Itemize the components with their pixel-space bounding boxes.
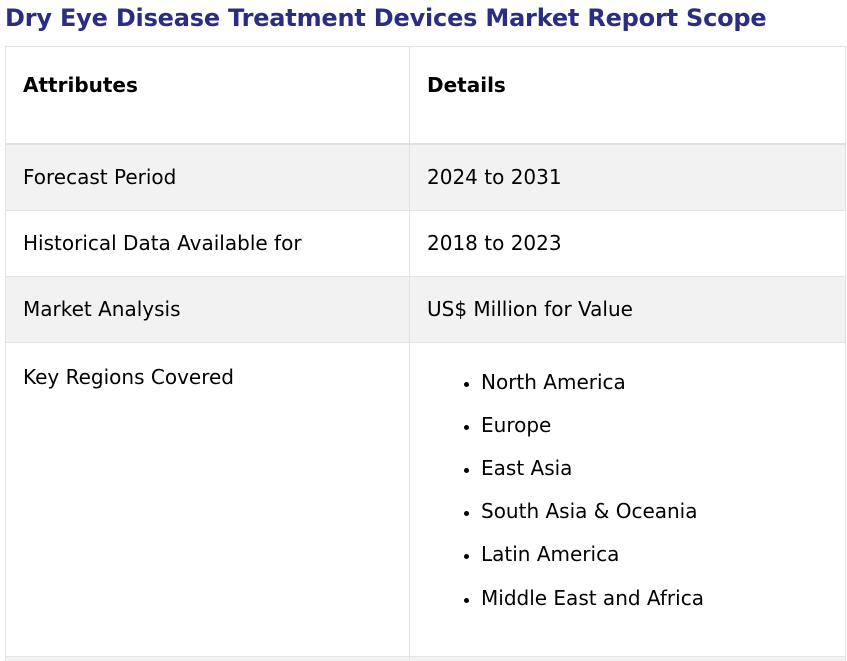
list-item-region: South Asia & Oceania — [481, 490, 828, 533]
region-list: North America Europe East Asia South Asi… — [427, 361, 828, 620]
attribute-cell: Market Analysis — [5, 275, 410, 343]
partial-cell — [409, 655, 846, 661]
table-header-row: Attributes Details — [5, 46, 846, 145]
report-scope-table: Attributes Details Forecast Period 2024 … — [5, 46, 846, 661]
list-item-region: Latin America — [481, 533, 828, 576]
table-row: Market Analysis US$ Million for Value — [5, 275, 846, 343]
attribute-cell: Key Regions Covered — [5, 341, 410, 657]
attribute-cell: Forecast Period — [5, 143, 410, 211]
table-row-partial — [5, 655, 846, 661]
table-row-regions: Key Regions Covered North America Europe… — [5, 341, 846, 657]
table-row: Historical Data Available for 2018 to 20… — [5, 209, 846, 277]
detail-cell: 2024 to 2031 — [409, 143, 846, 211]
page-title: Dry Eye Disease Treatment Devices Market… — [5, 4, 767, 32]
header-details: Details — [409, 46, 846, 145]
attribute-cell: Historical Data Available for — [5, 209, 410, 277]
partial-cell — [5, 655, 410, 661]
detail-cell: North America Europe East Asia South Asi… — [409, 341, 846, 657]
list-item-region: Europe — [481, 404, 828, 447]
header-attributes: Attributes — [5, 46, 410, 145]
list-item-region: East Asia — [481, 447, 828, 490]
detail-cell: US$ Million for Value — [409, 275, 846, 343]
list-item-region: Middle East and Africa — [481, 577, 828, 620]
list-item-region: North America — [481, 361, 828, 404]
detail-cell: 2018 to 2023 — [409, 209, 846, 277]
table-row: Forecast Period 2024 to 2031 — [5, 143, 846, 211]
